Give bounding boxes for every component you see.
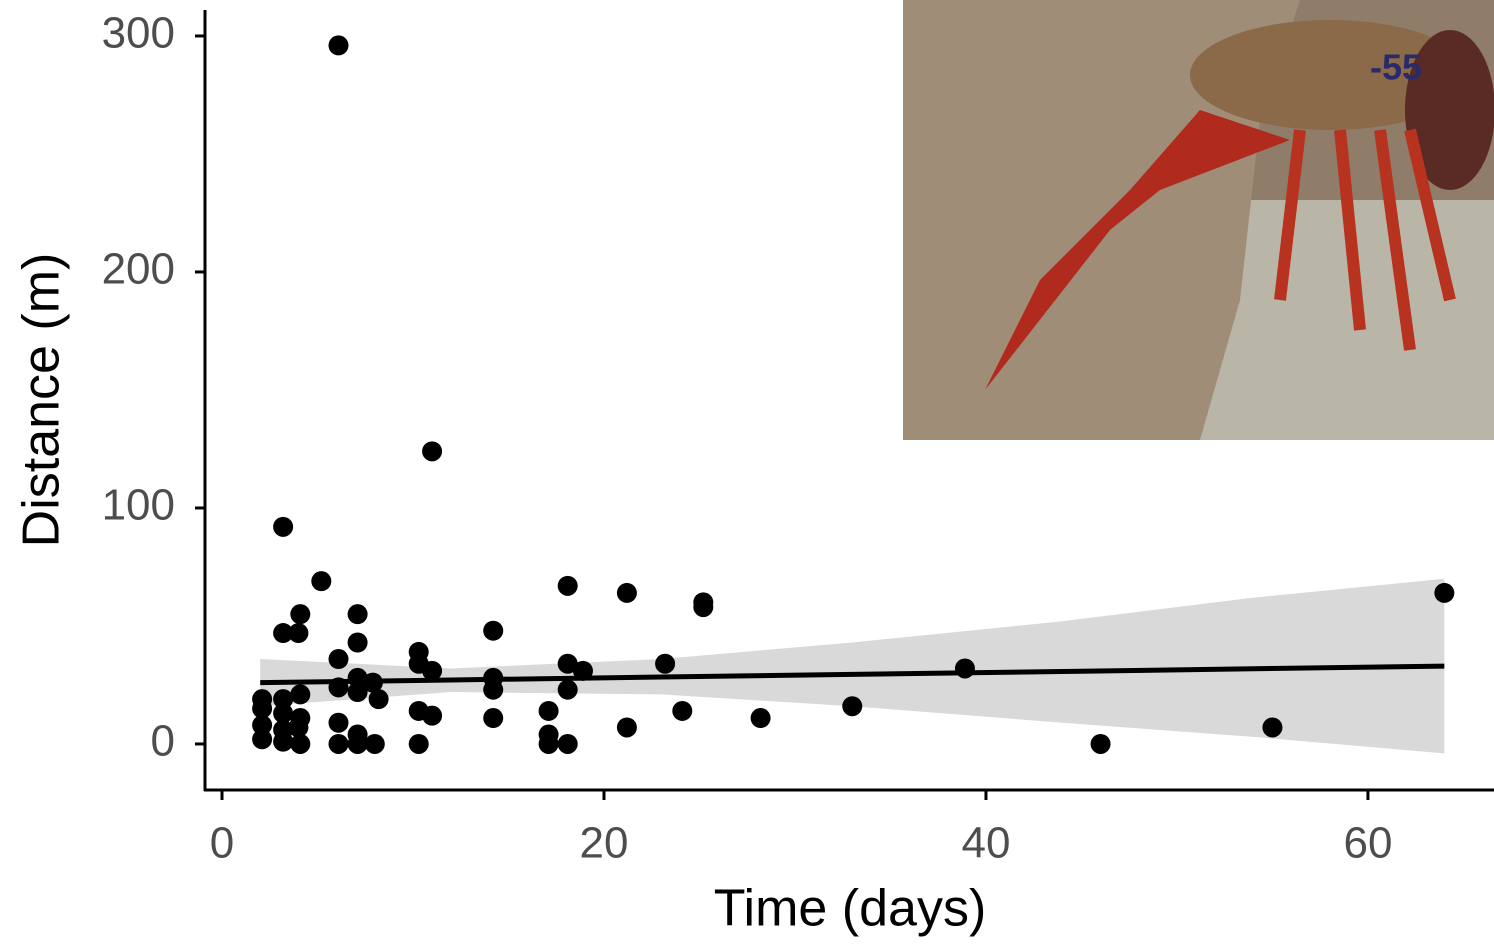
x-tick-label: 40 bbox=[961, 819, 1010, 868]
point bbox=[558, 680, 578, 700]
chart: Time (days) Distance (m) -55 0 20 40 60 0 100… bbox=[0, 0, 1494, 946]
x-tick-label: 60 bbox=[1343, 819, 1392, 868]
point bbox=[329, 35, 349, 55]
y-tick-label: 300 bbox=[102, 9, 175, 58]
point bbox=[422, 706, 442, 726]
point bbox=[290, 604, 310, 624]
point bbox=[1091, 734, 1111, 754]
point bbox=[558, 734, 578, 754]
point bbox=[483, 708, 503, 728]
point bbox=[1262, 717, 1282, 737]
point bbox=[842, 696, 862, 716]
point bbox=[273, 732, 293, 752]
point bbox=[558, 576, 578, 596]
point bbox=[365, 734, 385, 754]
point bbox=[348, 604, 368, 624]
y-tick-label: 100 bbox=[102, 481, 175, 530]
point bbox=[409, 734, 429, 754]
point bbox=[539, 734, 559, 754]
point bbox=[617, 583, 637, 603]
x-tick-label: 0 bbox=[210, 819, 234, 868]
point bbox=[348, 682, 368, 702]
point bbox=[539, 701, 559, 721]
point bbox=[483, 621, 503, 641]
point bbox=[751, 708, 771, 728]
point bbox=[348, 632, 368, 652]
y-tick-label: 0 bbox=[151, 717, 175, 766]
point bbox=[1434, 583, 1454, 603]
point bbox=[693, 597, 713, 617]
x-axis-title: Time (days) bbox=[714, 880, 987, 938]
photo-marking: -55 bbox=[1370, 47, 1422, 88]
x-tick-label: 20 bbox=[580, 819, 629, 868]
point bbox=[483, 680, 503, 700]
point bbox=[655, 654, 675, 674]
point bbox=[288, 623, 308, 643]
point bbox=[329, 713, 349, 733]
point bbox=[348, 734, 368, 754]
point bbox=[422, 441, 442, 461]
point bbox=[329, 649, 349, 669]
inset-photo: -55 bbox=[903, 0, 1494, 440]
point bbox=[617, 717, 637, 737]
point bbox=[369, 689, 389, 709]
page: {"chart_data": {"type": "scatter", "x_la… bbox=[0, 0, 1494, 946]
point bbox=[252, 729, 272, 749]
point bbox=[955, 658, 975, 678]
y-axis-title: Distance (m) bbox=[13, 253, 71, 548]
point bbox=[290, 684, 310, 704]
point bbox=[672, 701, 692, 721]
y-tick-label: 200 bbox=[102, 245, 175, 294]
point bbox=[311, 571, 331, 591]
point bbox=[329, 734, 349, 754]
point bbox=[290, 734, 310, 754]
point bbox=[273, 517, 293, 537]
